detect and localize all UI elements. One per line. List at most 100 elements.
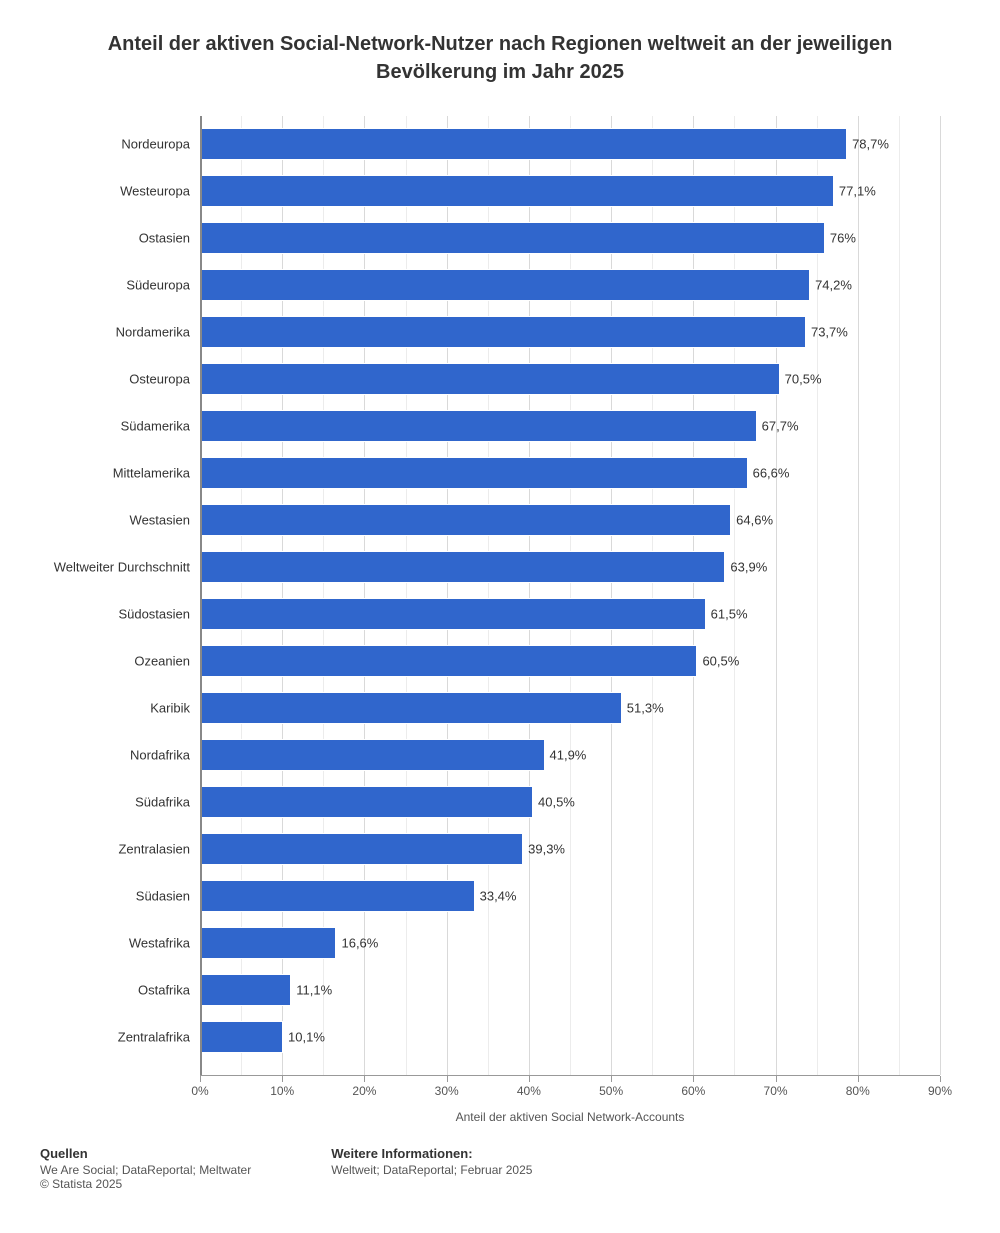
bar-value-label: 63,9% [730, 560, 767, 575]
category-label: Weltweiter Durchschnitt [30, 560, 190, 575]
bar-value-label: 33,4% [480, 889, 517, 904]
bar: 11,1% [200, 974, 291, 1006]
bar: 78,7% [200, 128, 847, 160]
bar-value-label: 76% [830, 231, 856, 246]
x-tick-label: 0% [191, 1084, 208, 1098]
bar-value-label: 11,1% [296, 983, 332, 998]
category-label: Osteuropa [30, 372, 190, 387]
category-label: Südeuropa [30, 278, 190, 293]
x-tick [529, 1076, 530, 1082]
bar-value-label: 10,1% [288, 1030, 325, 1045]
bar: 10,1% [200, 1021, 283, 1053]
bar-row: Nordafrika41,9% [200, 739, 940, 771]
bar-row: Karibik51,3% [200, 692, 940, 724]
bar: 33,4% [200, 880, 475, 912]
category-label: Zentralafrika [30, 1030, 190, 1045]
bar: 41,9% [200, 739, 545, 771]
category-label: Mittelamerika [30, 466, 190, 481]
bar: 40,5% [200, 786, 533, 818]
category-label: Karibik [30, 701, 190, 716]
bar-row: Südostasien61,5% [200, 598, 940, 630]
bar-row: Weltweiter Durchschnitt63,9% [200, 551, 940, 583]
bar-value-label: 51,3% [627, 701, 664, 716]
bar-row: Westeuropa77,1% [200, 175, 940, 207]
bar: 64,6% [200, 504, 731, 536]
y-axis-line [200, 116, 202, 1075]
x-tick-label: 70% [764, 1084, 788, 1098]
bar-row: Osteuropa70,5% [200, 363, 940, 395]
bar-value-label: 61,5% [711, 607, 748, 622]
sources-block: Quellen We Are Social; DataReportal; Mel… [40, 1146, 251, 1191]
sources-heading: Quellen [40, 1146, 251, 1161]
x-tick [776, 1076, 777, 1082]
chart-title: Anteil der aktiven Social-Network-Nutzer… [70, 30, 930, 86]
x-tick [940, 1076, 941, 1082]
x-tick [611, 1076, 612, 1082]
bar: 74,2% [200, 269, 810, 301]
bar: 61,5% [200, 598, 706, 630]
bar-row: Nordeuropa78,7% [200, 128, 940, 160]
category-label: Westafrika [30, 936, 190, 951]
x-tick-label: 90% [928, 1084, 952, 1098]
bar-row: Westafrika16,6% [200, 927, 940, 959]
x-tick [364, 1076, 365, 1082]
category-label: Südostasien [30, 607, 190, 622]
bar-value-label: 70,5% [785, 372, 822, 387]
bar: 76% [200, 222, 825, 254]
bar-row: Ostasien76% [200, 222, 940, 254]
category-label: Ozeanien [30, 654, 190, 669]
category-label: Südafrika [30, 795, 190, 810]
x-tick [447, 1076, 448, 1082]
bar-row: Ozeanien60,5% [200, 645, 940, 677]
sources-line: We Are Social; DataReportal; Meltwater [40, 1163, 251, 1177]
x-tick [200, 1076, 201, 1082]
bar: 60,5% [200, 645, 697, 677]
bar: 77,1% [200, 175, 834, 207]
category-label: Westasien [30, 513, 190, 528]
info-block: Weitere Informationen: Weltweit; DataRep… [331, 1146, 532, 1191]
bar-value-label: 41,9% [550, 748, 587, 763]
bar-row: Mittelamerika66,6% [200, 457, 940, 489]
bar: 73,7% [200, 316, 806, 348]
category-label: Nordeuropa [30, 137, 190, 152]
bar: 63,9% [200, 551, 725, 583]
bar-value-label: 74,2% [815, 278, 852, 293]
bar: 66,6% [200, 457, 748, 489]
bar-value-label: 16,6% [341, 936, 378, 951]
bar-row: Westasien64,6% [200, 504, 940, 536]
category-label: Ostafrika [30, 983, 190, 998]
bar: 51,3% [200, 692, 622, 724]
bar: 67,7% [200, 410, 757, 442]
copyright-line: © Statista 2025 [40, 1177, 251, 1191]
x-tick-label: 60% [681, 1084, 705, 1098]
bar-row: Ostafrika11,1% [200, 974, 940, 1006]
category-label: Nordamerika [30, 325, 190, 340]
bar: 70,5% [200, 363, 780, 395]
x-tick [693, 1076, 694, 1082]
x-tick-label: 80% [846, 1084, 870, 1098]
x-tick [858, 1076, 859, 1082]
plot-region: Nordeuropa78,7% Westeuropa77,1% Ostasien76… [200, 116, 940, 1076]
bar-value-label: 40,5% [538, 795, 575, 810]
category-label: Ostasien [30, 231, 190, 246]
x-tick-label: 40% [517, 1084, 541, 1098]
gridline-major [940, 116, 941, 1075]
x-tick-label: 20% [352, 1084, 376, 1098]
bar-row: Südeuropa74,2% [200, 269, 940, 301]
bar-value-label: 64,6% [736, 513, 773, 528]
bar: 16,6% [200, 927, 336, 959]
category-label: Westeuropa [30, 184, 190, 199]
bar-value-label: 39,3% [528, 842, 565, 857]
x-tick-label: 10% [270, 1084, 294, 1098]
bar-value-label: 67,7% [762, 419, 799, 434]
chart-footer: Quellen We Are Social; DataReportal; Mel… [30, 1146, 970, 1191]
bar-row: Südafrika40,5% [200, 786, 940, 818]
bar-value-label: 66,6% [753, 466, 790, 481]
bar-value-label: 73,7% [811, 325, 848, 340]
bar-row: Nordamerika73,7% [200, 316, 940, 348]
category-label: Zentralasien [30, 842, 190, 857]
bar-value-label: 60,5% [702, 654, 739, 669]
info-heading: Weitere Informationen: [331, 1146, 532, 1161]
x-tick-label: 50% [599, 1084, 623, 1098]
bar-row: Südamerika67,7% [200, 410, 940, 442]
